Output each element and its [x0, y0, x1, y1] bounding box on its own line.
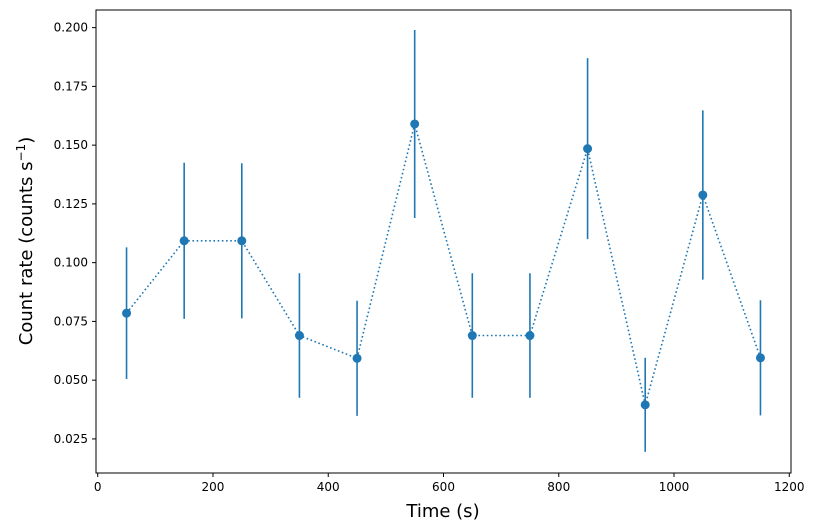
data-point — [583, 144, 593, 154]
x-tick-label: 1200 — [774, 480, 805, 494]
series-layer — [122, 29, 765, 452]
data-point — [237, 236, 247, 246]
x-axis: 0 200 400 600 800 1000 1200 — [94, 473, 805, 494]
data-point — [410, 119, 420, 129]
y-tick-label: 0.075 — [54, 314, 88, 328]
y-tick-label: 0.100 — [54, 256, 88, 270]
data-point — [352, 353, 362, 363]
data-point — [640, 400, 650, 410]
y-tick-label: 0.025 — [54, 432, 88, 446]
x-tick-label: 400 — [317, 480, 340, 494]
y-axis-title-main: Count rate (counts s — [16, 161, 37, 345]
data-point — [467, 331, 477, 341]
data-point — [755, 353, 765, 363]
x-tick-label: 0 — [94, 480, 102, 494]
data-point — [698, 190, 708, 200]
plot-background — [96, 10, 791, 473]
x-tick-label: 200 — [202, 480, 225, 494]
y-tick-label: 0.175 — [54, 79, 88, 93]
y-axis-title-close: ) — [16, 137, 37, 144]
data-point — [525, 331, 535, 341]
y-tick-label: 0.150 — [54, 138, 88, 152]
y-tick-label: 0.125 — [54, 197, 88, 211]
x-tick-label: 800 — [547, 480, 570, 494]
y-axis: 0.025 0.050 0.075 0.100 0.125 0.150 0.175 0.200 — [54, 21, 96, 446]
x-axis-title: Time (s) — [405, 501, 479, 522]
y-tick-label: 0.200 — [54, 21, 88, 35]
y-axis-title-superscript: −1 — [14, 144, 28, 162]
x-tick-label: 600 — [432, 480, 455, 494]
data-point — [179, 236, 189, 246]
data-point — [294, 331, 304, 341]
y-axis-title: Count rate (counts s−1) — [14, 137, 37, 345]
data-point — [122, 308, 132, 318]
y-tick-label: 0.050 — [54, 373, 88, 387]
x-tick-label: 1000 — [659, 480, 690, 494]
